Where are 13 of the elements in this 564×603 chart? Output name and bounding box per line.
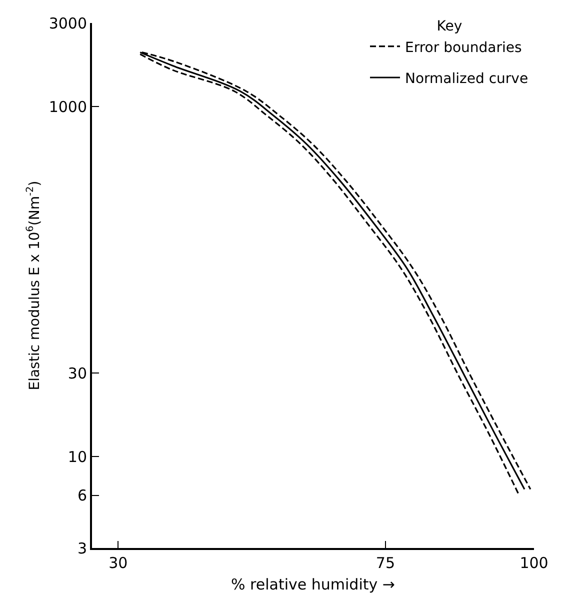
legend-label: Normalized curve [405, 70, 528, 87]
y-tick-label: 3000 [48, 14, 87, 32]
y-tick-label: 1000 [48, 98, 87, 116]
x-tick-label: 100 [520, 554, 548, 572]
legend-label: Error boundaries [405, 40, 522, 56]
y-tick-label: 6 [77, 486, 87, 505]
y-tick-label: 10 [68, 448, 87, 466]
x-tick-label: 30 [108, 554, 128, 572]
y-tick-label: 30 [68, 364, 87, 382]
y-tick-label: 3 [77, 539, 87, 558]
legend-title: Key [436, 18, 462, 35]
x-tick-label: 75 [376, 554, 396, 572]
x-axis-title: % relative humidity → [231, 576, 395, 594]
